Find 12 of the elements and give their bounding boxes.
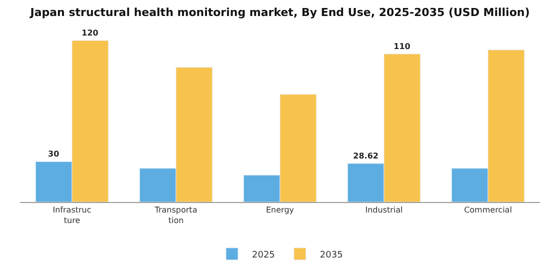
data-label: 30: [48, 150, 60, 159]
data-label: 120: [82, 28, 99, 38]
data-label: 110: [394, 42, 411, 51]
x-tick-label: Infrastructure: [52, 206, 92, 225]
x-tick-label: Industrial: [365, 206, 403, 215]
chart-title: Japan structural health monitoring market, By End Use, 2025-2035 (USD Million): [29, 6, 530, 20]
x-tick-label: Commercial: [464, 206, 512, 215]
x-tick-label: Transportation: [154, 206, 198, 225]
x-tick-label: Energy: [266, 206, 294, 215]
legend-label: 2025: [252, 250, 275, 260]
legend-label: 2035: [320, 250, 343, 260]
data-label: 28.62: [353, 151, 378, 160]
